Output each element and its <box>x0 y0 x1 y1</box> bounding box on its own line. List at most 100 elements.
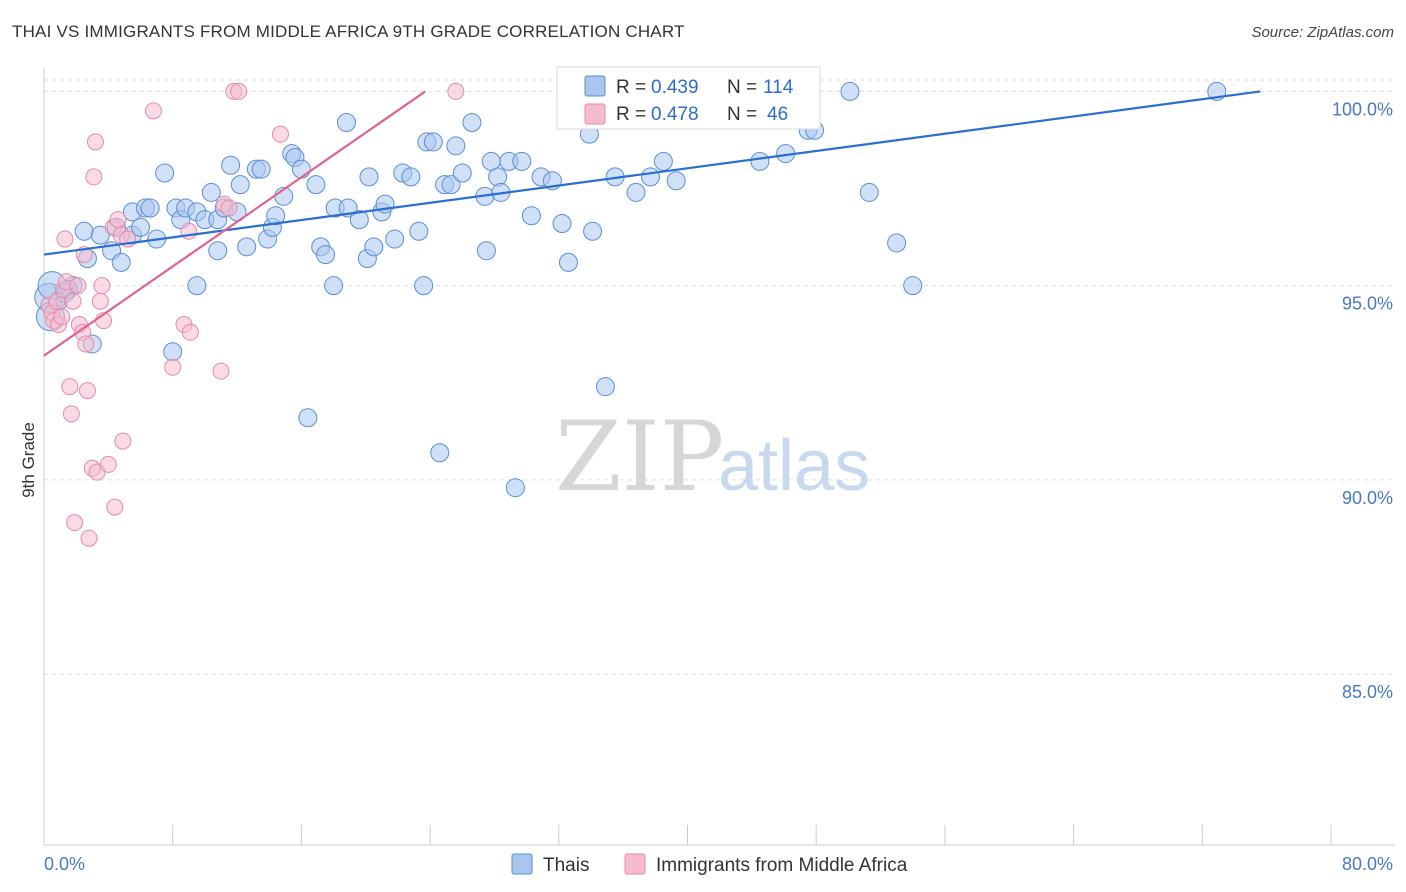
legend-n-value-1: 114 <box>763 77 794 98</box>
thais-point <box>74 221 94 241</box>
x-tick-labels: 0.0% 80.0% <box>44 854 1393 874</box>
legend-swatch-middle-africa <box>584 103 606 125</box>
middle-africa-point <box>99 455 117 473</box>
thais-point <box>111 252 131 272</box>
middle-africa-point <box>85 168 103 186</box>
middle-africa-point <box>78 382 96 400</box>
thais-point <box>364 237 384 257</box>
thais-point <box>298 408 318 428</box>
middle-africa-point <box>220 199 238 217</box>
watermark: ZIP atlas <box>555 401 870 513</box>
bottom-legend-swatch-middle-africa <box>624 853 646 875</box>
thais-point <box>441 175 461 195</box>
y-tick-label: 100.0% <box>1332 99 1393 119</box>
middle-africa-point <box>164 358 182 376</box>
thais-point <box>230 175 250 195</box>
trend-lines <box>43 90 1261 357</box>
middle-africa-point <box>66 514 84 532</box>
middle-africa-point <box>109 211 127 229</box>
middle-africa-point <box>212 362 230 380</box>
series-middle-africa-points <box>40 82 465 547</box>
bottom-legend-middle-africa: Immigrants from Middle Africa <box>656 855 908 876</box>
thais-point <box>316 245 336 265</box>
thais-point <box>446 136 466 156</box>
thais-point <box>653 151 673 171</box>
thais-point <box>887 233 907 253</box>
bottom-legend-swatch-thais <box>511 853 533 875</box>
middle-africa-point <box>271 125 289 143</box>
thais-point <box>552 214 572 234</box>
thais-point <box>476 241 496 261</box>
middle-africa-point <box>56 230 74 248</box>
middle-africa-point <box>61 378 79 396</box>
legend-n-label-2: N = <box>727 104 757 125</box>
thais-point <box>903 276 923 296</box>
source-label: Source: ZipAtlas.com <box>1251 24 1394 41</box>
bottom-legend-thais: Thais <box>543 855 589 876</box>
thais-point <box>423 132 443 152</box>
thais-point <box>349 210 369 230</box>
middle-africa-point <box>230 82 248 100</box>
thais-point <box>359 167 379 187</box>
thais-point <box>155 163 175 183</box>
watermark-zip: ZIP <box>555 401 724 513</box>
middle-africa-point <box>181 323 199 341</box>
legend-r-label-2: R = <box>616 104 646 125</box>
legend-r-value-1: 0.439 <box>651 77 699 98</box>
middle-africa-point <box>62 405 80 423</box>
thais-trend-line <box>43 90 1261 256</box>
legend-r-label-1: R = <box>616 77 646 98</box>
thais-point <box>640 167 660 187</box>
middle-africa-point <box>106 498 124 516</box>
middle-africa-point <box>144 102 162 120</box>
middle-africa-point <box>114 432 132 450</box>
thais-point <box>462 113 482 133</box>
middle-africa-point <box>93 277 111 295</box>
thais-point <box>401 167 421 187</box>
middle-africa-point <box>447 82 465 100</box>
y-tick-label: 90.0% <box>1342 488 1393 508</box>
thais-point <box>208 241 228 261</box>
thais-point <box>131 217 151 237</box>
thais-point <box>324 276 344 296</box>
middle-africa-point <box>77 335 95 353</box>
middle-africa-point <box>86 133 104 151</box>
x-tick-label-min: 0.0% <box>44 854 85 874</box>
thais-point <box>840 81 860 101</box>
thais-point <box>291 159 311 179</box>
legend-n-value-2: 46 <box>767 104 788 125</box>
legend-swatch-thais <box>584 75 606 97</box>
thais-point <box>430 443 450 463</box>
thais-point <box>626 182 646 202</box>
thais-point <box>221 155 241 175</box>
axes <box>43 68 1395 846</box>
middle-africa-point <box>80 529 98 547</box>
thais-point <box>666 171 686 191</box>
watermark-atlas: atlas <box>718 426 870 506</box>
thais-point <box>187 276 207 296</box>
middle-africa-trend-line <box>43 90 426 357</box>
thais-point <box>90 225 110 245</box>
thais-point <box>385 229 405 249</box>
thais-point <box>558 252 578 272</box>
thais-point <box>595 377 615 397</box>
thais-point <box>750 151 770 171</box>
middle-africa-point <box>91 292 109 310</box>
y-tick-label: 95.0% <box>1342 294 1393 314</box>
y-tick-labels: 85.0% 90.0% 95.0% 100.0% <box>1332 99 1393 702</box>
middle-africa-point <box>64 292 82 310</box>
y-tick-label: 85.0% <box>1342 682 1393 702</box>
x-tick-label-max: 80.0% <box>1342 854 1393 874</box>
thais-point <box>859 182 879 202</box>
stats-legend: R = 0.439 N = 114 R = 0.478 N = 46 <box>556 66 821 130</box>
thais-point <box>140 198 160 218</box>
series-legend: Thais Immigrants from Middle Africa <box>511 853 908 876</box>
thais-point <box>201 182 221 202</box>
legend-n-label-1: N = <box>727 77 757 98</box>
thais-point <box>336 113 356 133</box>
middle-africa-point <box>53 308 71 326</box>
thais-point <box>163 342 183 362</box>
thais-point <box>583 221 603 241</box>
chart-title: THAI VS IMMIGRANTS FROM MIDDLE AFRICA 9T… <box>12 22 685 41</box>
